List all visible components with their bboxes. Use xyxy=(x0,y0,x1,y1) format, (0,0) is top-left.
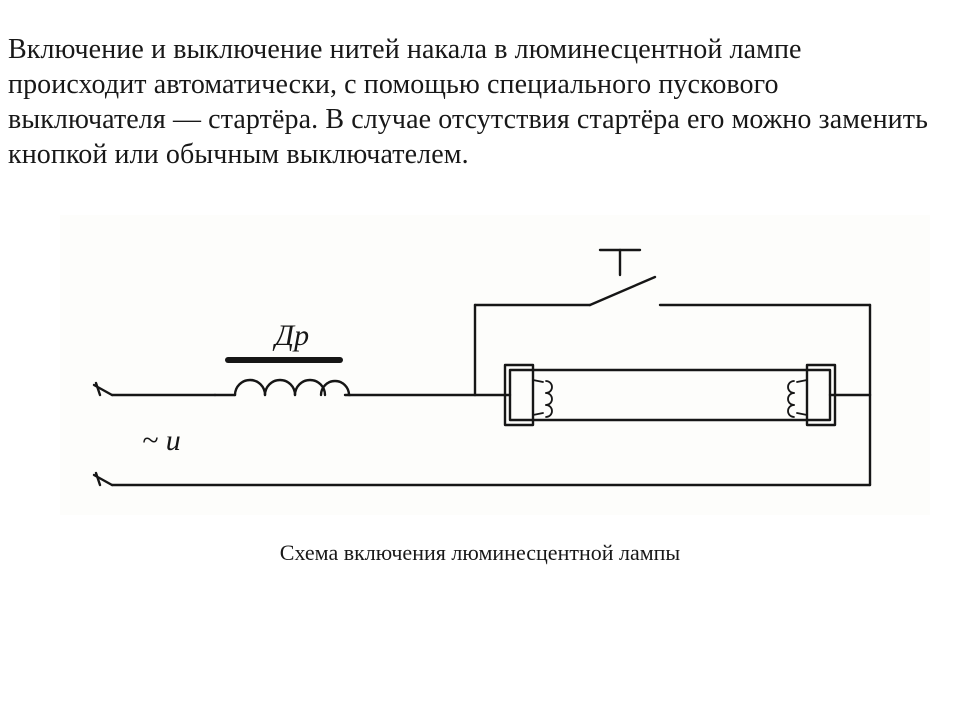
circuit-svg: Др ~ и xyxy=(60,215,930,515)
svg-text:~ и: ~ и xyxy=(142,424,181,457)
diagram-caption: Схема включения люминесцентной лампы xyxy=(0,540,960,566)
description-paragraph: Включение и выключение нитей накала в лю… xyxy=(8,32,940,172)
svg-text:Др: Др xyxy=(272,319,309,352)
circuit-diagram: Др ~ и xyxy=(60,215,930,515)
page: Включение и выключение нитей накала в лю… xyxy=(0,0,960,720)
